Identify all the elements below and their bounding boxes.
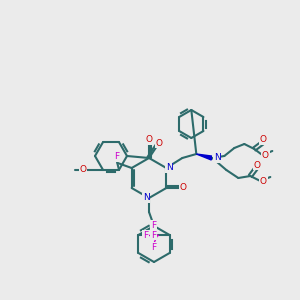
Text: O: O [254, 160, 261, 169]
Polygon shape [196, 154, 211, 160]
Text: N: N [142, 194, 149, 202]
Text: O: O [260, 136, 267, 145]
Text: F: F [151, 242, 156, 251]
Text: F: F [114, 152, 120, 161]
Text: N: N [214, 154, 221, 163]
Text: O: O [180, 184, 187, 193]
Text: O: O [80, 165, 86, 174]
Text: F: F [143, 230, 148, 239]
Text: O: O [155, 139, 163, 148]
Text: O: O [260, 176, 267, 185]
Text: O: O [146, 136, 152, 145]
Text: O: O [262, 151, 269, 160]
Text: N: N [166, 164, 173, 172]
Text: F: F [151, 230, 156, 239]
Text: F: F [151, 220, 156, 230]
